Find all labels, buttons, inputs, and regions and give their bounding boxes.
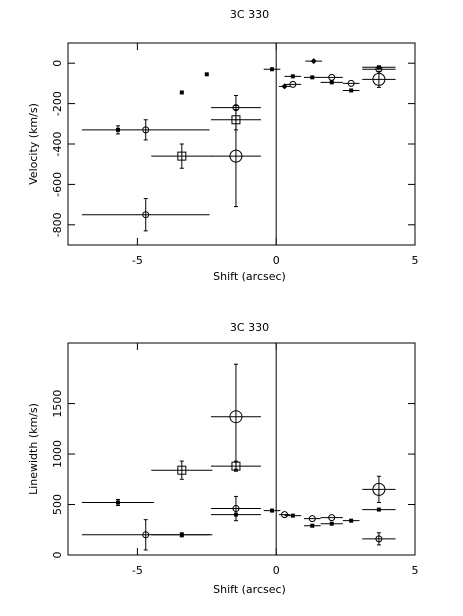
y-tick-label: -800 (51, 212, 64, 237)
x-tick-label: 0 (273, 564, 280, 577)
point (375, 535, 383, 543)
point (229, 410, 243, 424)
point (310, 523, 315, 528)
point (349, 88, 354, 93)
point (270, 67, 275, 72)
x-axis-label: Shift (arcsec) (213, 270, 286, 283)
y-axis-label: Velocity (km/s) (27, 103, 40, 185)
y-tick-label: 500 (51, 494, 64, 515)
point (308, 515, 316, 523)
y-tick-label: -400 (51, 132, 64, 157)
point (232, 505, 240, 513)
point (142, 211, 150, 219)
point (289, 80, 297, 88)
point (328, 73, 336, 81)
point (177, 151, 187, 161)
point (349, 518, 354, 523)
point (142, 126, 150, 134)
chart-title: 3C 330 (230, 321, 269, 334)
point (270, 508, 275, 513)
point (179, 90, 184, 95)
y-tick-label: 0 (51, 552, 64, 559)
point (115, 500, 120, 505)
point (376, 507, 381, 512)
point (290, 513, 295, 518)
point (177, 465, 187, 475)
x-tick-label: -5 (132, 254, 143, 267)
point (204, 72, 209, 77)
x-tick-label: 0 (273, 254, 280, 267)
y-tick-label: -200 (51, 91, 64, 116)
x-tick-label: -5 (132, 564, 143, 577)
y-axis-label: Linewidth (km/s) (27, 403, 40, 495)
plot-frame (67, 342, 416, 556)
point (281, 511, 289, 519)
point (142, 531, 150, 539)
x-axis-label: Shift (arcsec) (213, 583, 286, 596)
y-tick-label: 1500 (51, 390, 64, 418)
y-tick-label: -600 (51, 172, 64, 197)
point (376, 65, 381, 70)
chart-title: 3C 330 (230, 8, 269, 21)
point (310, 75, 315, 80)
point (310, 58, 317, 65)
point (372, 72, 386, 86)
point (290, 74, 295, 79)
x-tick-label: 5 (412, 564, 419, 577)
x-tick-label: 5 (412, 254, 419, 267)
point (347, 79, 355, 87)
point (329, 521, 334, 526)
point (281, 83, 288, 90)
y-tick-label: 0 (51, 60, 64, 67)
point (329, 80, 334, 85)
point (328, 514, 336, 522)
point (372, 482, 386, 496)
y-tick-label: 1000 (51, 440, 64, 468)
point (229, 149, 243, 163)
